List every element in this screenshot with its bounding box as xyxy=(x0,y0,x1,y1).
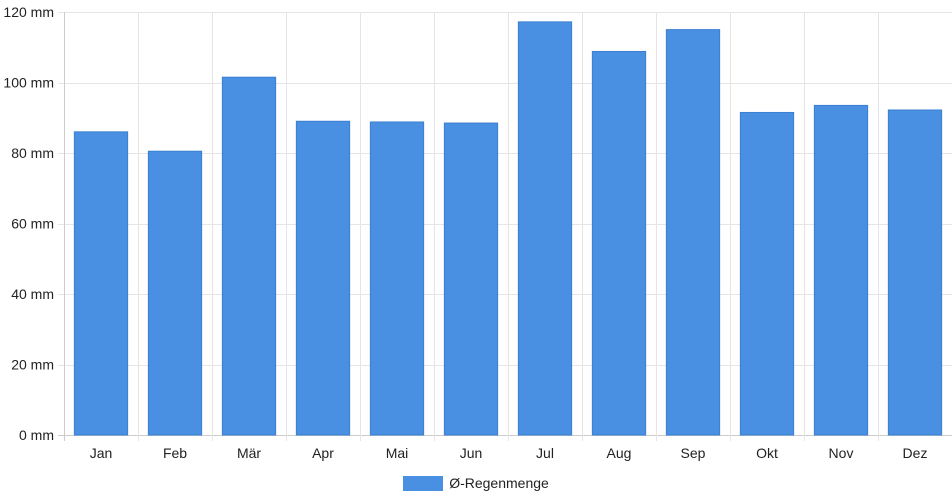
x-tick-label: Jan xyxy=(90,445,113,461)
x-tick-label: Sep xyxy=(681,445,706,461)
x-tick-label: Nov xyxy=(829,445,854,461)
bar-Jul[interactable] xyxy=(517,21,573,436)
x-tick-label: Okt xyxy=(756,445,778,461)
x-tick-label: Feb xyxy=(163,445,187,461)
bar-Dez[interactable] xyxy=(887,109,943,436)
y-tick-label: 0 mm xyxy=(19,427,54,443)
y-tick-label: 60 mm xyxy=(11,216,54,232)
bar-Jun[interactable] xyxy=(443,122,499,436)
bars-layer xyxy=(73,21,943,436)
x-tick-label: Mär xyxy=(237,445,261,461)
y-tick-label: 20 mm xyxy=(11,357,54,373)
bar-Feb[interactable] xyxy=(147,150,203,436)
bar-Jan[interactable] xyxy=(73,131,129,436)
legend-swatch xyxy=(403,475,444,491)
y-axis-ticks: 0 mm 20 mm 40 mm 60 mm 80 mm 100 mm 120 mm xyxy=(3,4,54,443)
bar-Mai[interactable] xyxy=(369,121,425,436)
y-tick-label: 80 mm xyxy=(11,145,54,161)
bar-Apr[interactable] xyxy=(295,120,351,436)
bar-Mär[interactable] xyxy=(221,76,277,436)
bar-Aug[interactable] xyxy=(591,50,647,436)
bar-Okt[interactable] xyxy=(739,111,795,436)
y-tick-label: 100 mm xyxy=(3,75,54,91)
legend-label: Ø-Regenmenge xyxy=(449,475,549,491)
bar-Nov[interactable] xyxy=(813,104,869,436)
y-tick-label: 40 mm xyxy=(11,286,54,302)
x-tick-label: Apr xyxy=(312,445,334,461)
y-tick-label: 120 mm xyxy=(3,4,54,20)
rainfall-bar-chart: 0 mm 20 mm 40 mm 60 mm 80 mm 100 mm 120 mm Jan… xyxy=(3,4,952,461)
x-axis-ticks: Jan Feb Mär Apr Mai Jun Jul Aug Sep Okt Nov Dez xyxy=(90,445,928,461)
x-tick-label: Dez xyxy=(903,445,928,461)
x-tick-label: Mai xyxy=(386,445,409,461)
x-tick-label: Jun xyxy=(460,445,483,461)
grid-layer xyxy=(58,12,952,441)
legend[interactable]: Ø-Regenmenge xyxy=(0,472,952,494)
x-tick-label: Aug xyxy=(607,445,632,461)
x-tick-label: Jul xyxy=(536,445,554,461)
bar-Sep[interactable] xyxy=(665,29,721,436)
